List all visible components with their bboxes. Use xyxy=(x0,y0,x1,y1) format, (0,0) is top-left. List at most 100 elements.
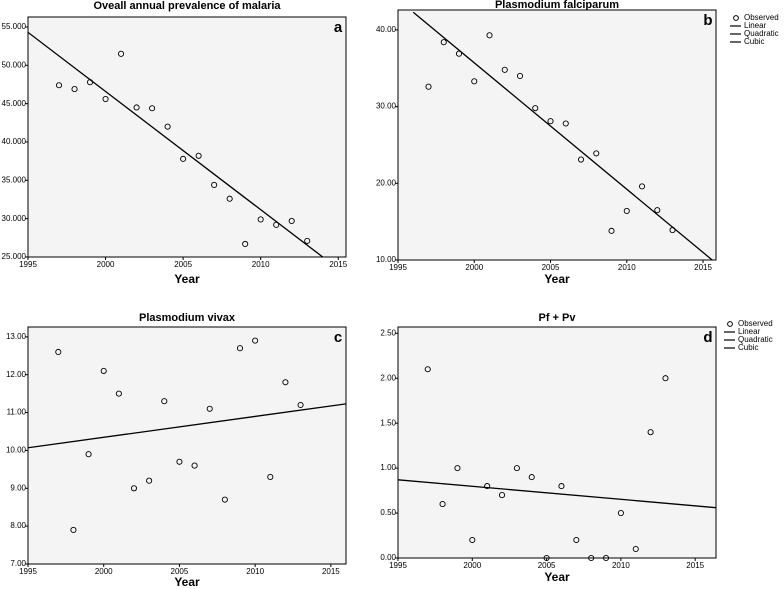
observed-point xyxy=(647,429,654,436)
panel-label: c xyxy=(334,329,342,346)
chart-title: Pf + Pv xyxy=(539,312,577,324)
observed-point xyxy=(133,104,140,111)
x-tick-label: 1995 xyxy=(19,567,37,576)
observed-point xyxy=(654,207,661,214)
observed-point xyxy=(617,510,624,517)
y-tick-label: 45.000 xyxy=(2,99,27,108)
observed-point xyxy=(195,152,202,159)
chart-title: Plasmodium vivax xyxy=(139,312,236,324)
plot-area xyxy=(397,9,717,261)
observed-point xyxy=(288,217,295,225)
observed-point xyxy=(588,554,595,562)
observed-point xyxy=(558,483,565,490)
observed-point xyxy=(543,554,550,562)
legend-label: Linear xyxy=(744,21,767,30)
y-tick-label: 40.00 xyxy=(376,25,397,34)
y-tick-label: 7.00 xyxy=(10,559,26,568)
x-tick-label: 2000 xyxy=(97,260,115,269)
x-axis-label: Year xyxy=(544,272,570,286)
observed-point xyxy=(501,66,508,73)
legend-marker xyxy=(733,15,739,21)
observed-point xyxy=(164,123,171,130)
observed-point xyxy=(55,82,63,89)
observed-point xyxy=(454,465,461,472)
observed-point xyxy=(532,105,539,112)
y-tick-label: 35.000 xyxy=(2,175,27,184)
legend-label: Cubic xyxy=(738,343,758,352)
observed-point xyxy=(486,32,493,39)
x-tick-label: 2015 xyxy=(686,561,704,570)
observed-point xyxy=(70,526,77,533)
legend-label: Observed xyxy=(744,13,779,22)
y-tick-label: 40.000 xyxy=(2,137,27,146)
x-tick-label: 1995 xyxy=(389,561,407,570)
y-tick-label: 30.000 xyxy=(2,214,27,223)
x-tick-label: 2015 xyxy=(694,263,712,272)
observed-point xyxy=(206,405,213,412)
y-tick-label: 2.50 xyxy=(380,328,396,337)
observed-point xyxy=(471,78,478,85)
observed-point xyxy=(516,72,524,80)
observed-point xyxy=(211,181,218,188)
observed-point xyxy=(130,485,138,492)
panel-label: b xyxy=(703,12,712,29)
y-tick-label: 20.00 xyxy=(376,178,397,187)
observed-point xyxy=(484,483,491,490)
y-tick-label: 2.00 xyxy=(380,373,396,382)
x-tick-label: 2010 xyxy=(618,263,636,272)
x-tick-label: 2000 xyxy=(95,567,113,576)
x-tick-label: 2015 xyxy=(329,260,347,269)
observed-point xyxy=(226,195,233,202)
fit-line xyxy=(28,403,346,449)
x-tick-label: 2005 xyxy=(538,561,556,570)
y-tick-label: 1.50 xyxy=(380,418,396,427)
observed-point xyxy=(455,50,463,57)
observed-point xyxy=(55,348,62,356)
plot-area xyxy=(27,16,347,258)
observed-point xyxy=(577,156,585,163)
x-tick-label: 1995 xyxy=(19,260,37,269)
y-tick-label: 25.000 xyxy=(2,252,27,261)
observed-point xyxy=(118,50,125,57)
legend-label: Linear xyxy=(738,327,761,336)
observed-point xyxy=(221,496,228,503)
panel-label: a xyxy=(334,19,343,36)
plot-area xyxy=(397,326,717,559)
observed-point xyxy=(161,398,168,405)
observed-point xyxy=(267,473,274,480)
x-tick-label: 2005 xyxy=(174,260,192,269)
observed-point xyxy=(297,401,304,409)
observed-point xyxy=(608,227,615,234)
observed-point xyxy=(440,39,447,46)
x-tick-label: 2005 xyxy=(171,567,189,576)
legend-label: Quadratic xyxy=(738,335,773,344)
legend-label: Cubic xyxy=(744,37,764,46)
x-axis-label: Year xyxy=(174,575,200,589)
y-tick-label: 30.00 xyxy=(376,102,397,111)
x-tick-label: 2000 xyxy=(463,561,481,570)
y-tick-label: 50.000 xyxy=(2,60,27,69)
observed-point xyxy=(528,474,535,481)
observed-point xyxy=(252,337,259,344)
y-tick-label: 55.000 xyxy=(2,22,27,31)
observed-point xyxy=(562,120,569,127)
y-tick-label: 9.00 xyxy=(10,483,26,492)
x-tick-label: 2015 xyxy=(322,567,340,576)
y-tick-label: 0.00 xyxy=(380,553,396,562)
observed-point xyxy=(85,451,92,458)
observed-point xyxy=(424,366,431,373)
observed-point xyxy=(469,536,476,544)
observed-point xyxy=(632,545,639,553)
y-tick-label: 13.00 xyxy=(6,332,27,341)
observed-point xyxy=(638,183,646,190)
chart-title: Plasmodium falciparum xyxy=(495,0,619,11)
observed-point xyxy=(304,237,311,244)
x-tick-label: 2010 xyxy=(246,567,264,576)
x-tick-label: 2005 xyxy=(542,263,560,272)
x-tick-label: 2010 xyxy=(612,561,630,570)
y-tick-label: 10.00 xyxy=(376,255,397,264)
panel-label: d xyxy=(703,329,712,346)
observed-point xyxy=(257,216,264,223)
x-tick-label: 2000 xyxy=(465,263,483,272)
